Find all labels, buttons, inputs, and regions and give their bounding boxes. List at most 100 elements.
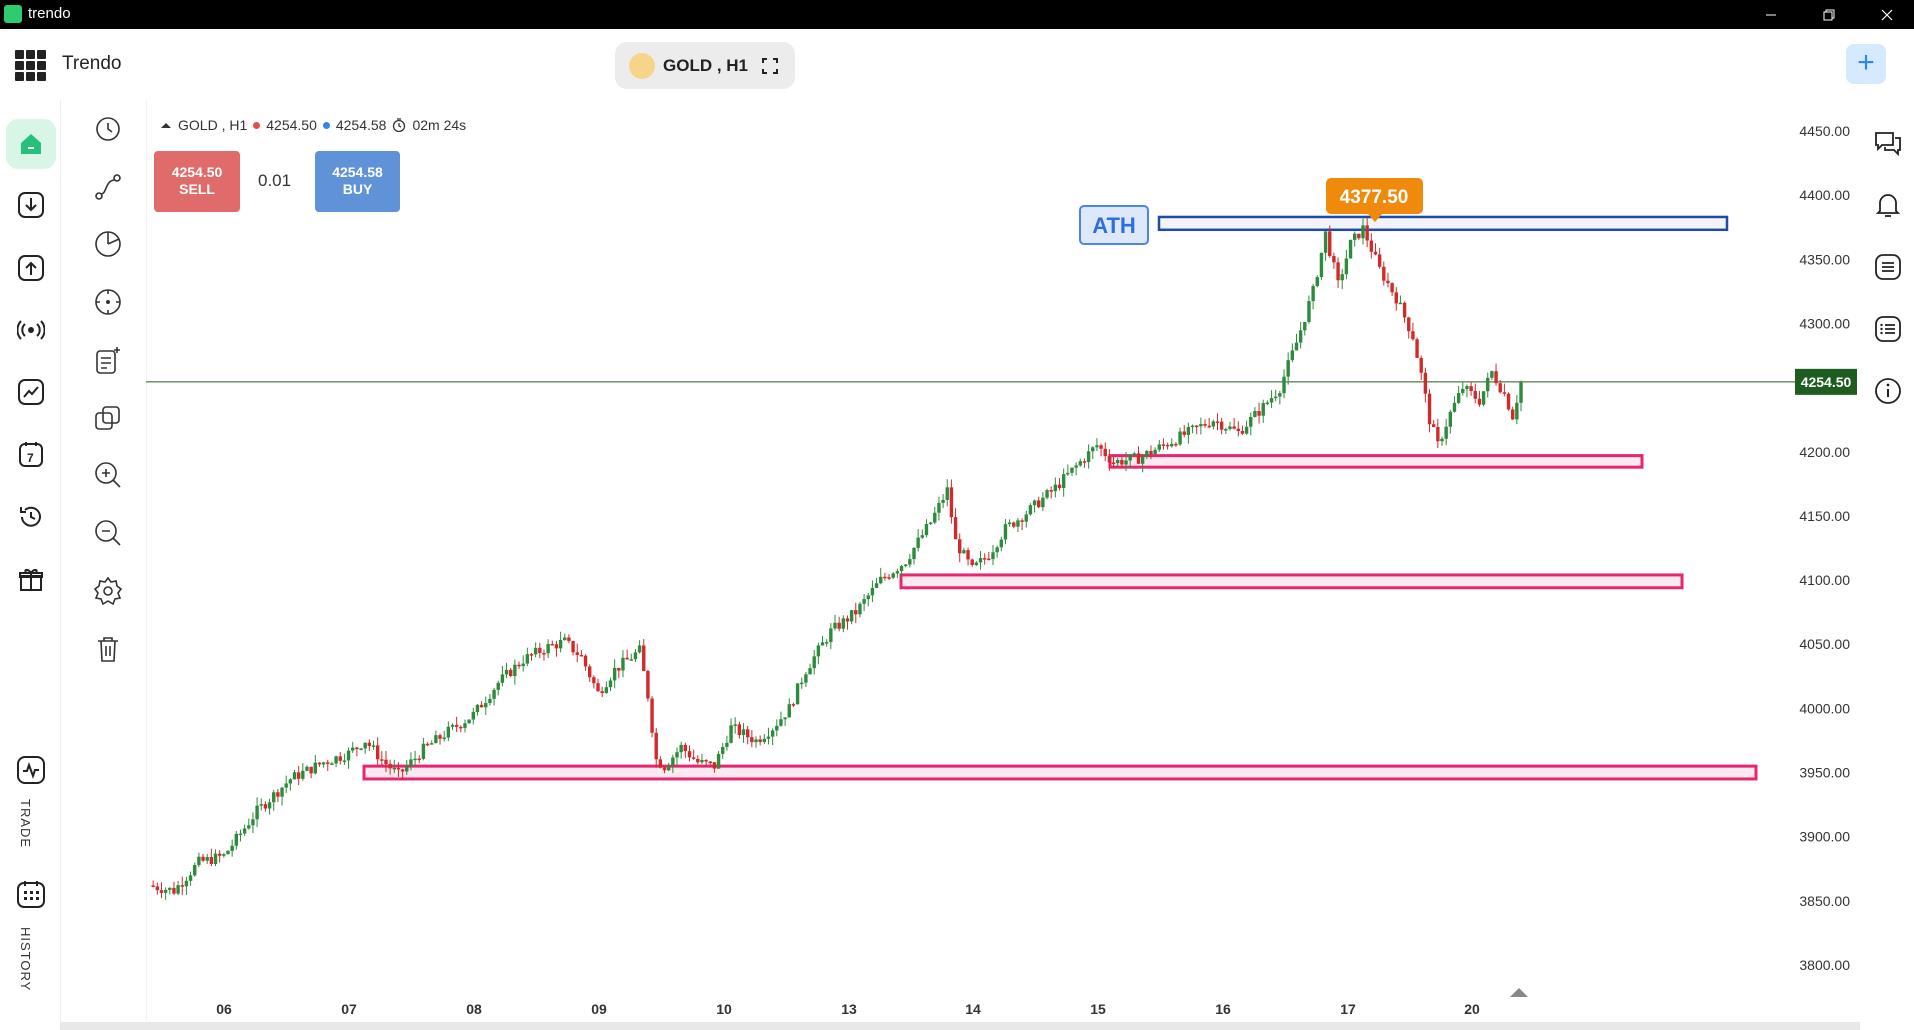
y-tick-label: 4350.00: [1799, 251, 1850, 267]
buy-button[interactable]: 4254.58 BUY: [315, 151, 400, 212]
candle-body: [1461, 388, 1465, 394]
candle-body: [525, 654, 530, 664]
restore-button[interactable]: [1806, 0, 1852, 29]
candle-body: [330, 763, 334, 765]
candle-body: [1377, 254, 1382, 267]
minimize-button[interactable]: [1748, 0, 1794, 29]
nav-chart[interactable]: [6, 367, 56, 417]
chat-button[interactable]: [1870, 125, 1906, 161]
candle-body: [1419, 357, 1423, 373]
add-button[interactable]: +: [1846, 44, 1886, 84]
candle-body: [255, 805, 259, 820]
tool-delete[interactable]: [90, 631, 126, 667]
candle-body: [467, 719, 471, 724]
candle-body: [633, 652, 638, 660]
info-button[interactable]: [1870, 373, 1906, 409]
nav-home[interactable]: [6, 119, 56, 169]
candle-body: [854, 610, 858, 615]
nav-trade[interactable]: [6, 745, 56, 795]
candle-body: [425, 743, 430, 746]
ath-label: ATH: [1092, 213, 1136, 238]
info-symbol: GOLD , H1: [178, 117, 248, 133]
candle-body: [1078, 461, 1082, 466]
peak-label: 4377.50: [1340, 187, 1409, 208]
candle-body: [1003, 524, 1008, 540]
y-tick-label: 3850.00: [1799, 893, 1850, 909]
candle-body: [1145, 450, 1149, 457]
candle-body: [1386, 280, 1390, 284]
chart-area[interactable]: 4450.004400.004350.004300.004250.004200.…: [145, 99, 1860, 1022]
candle-body: [558, 640, 563, 649]
x-tick-label: 14: [965, 1001, 981, 1017]
candle-body: [1319, 252, 1324, 278]
tool-fibonacci[interactable]: [90, 226, 126, 262]
candle-body: [338, 756, 342, 761]
nav-history-tab[interactable]: [6, 869, 56, 919]
tool-target[interactable]: [90, 284, 126, 320]
candle-body: [783, 717, 787, 720]
candle-body: [1298, 330, 1303, 343]
nav-rewards[interactable]: [6, 554, 56, 604]
nav-history[interactable]: [6, 492, 56, 542]
tool-settings[interactable]: [90, 573, 126, 609]
candle-body: [1199, 424, 1203, 427]
candle-body: [903, 564, 908, 567]
tool-layers[interactable]: [90, 400, 126, 436]
watchlist-button[interactable]: [1870, 311, 1906, 347]
candle-body: [737, 724, 742, 736]
candle-body: [849, 610, 854, 622]
apps-grid-icon[interactable]: [15, 50, 46, 81]
candle-body: [646, 671, 650, 699]
candle-body: [222, 854, 226, 856]
candle-body: [446, 726, 451, 738]
tool-trendline[interactable]: [90, 169, 126, 205]
candle-body: [1431, 424, 1436, 427]
svg-text:7: 7: [27, 451, 34, 465]
y-tick-label: 4200.00: [1799, 444, 1850, 460]
collapse-up-icon[interactable]: [160, 120, 172, 130]
tool-zoom-out[interactable]: [90, 515, 126, 551]
list-icon: [1875, 254, 1901, 280]
candle-body: [966, 550, 970, 560]
close-button[interactable]: [1864, 0, 1910, 29]
nav-withdraw[interactable]: [6, 243, 56, 293]
candle-body: [708, 761, 712, 764]
candle-body: [475, 704, 480, 713]
candle-body: [770, 730, 775, 737]
candle-body: [1473, 390, 1477, 399]
candle-body: [484, 703, 488, 708]
notifications-button[interactable]: [1870, 187, 1906, 223]
symbol-selector[interactable]: GOLD , H1: [615, 42, 795, 89]
candle-body: [238, 833, 243, 836]
candle-body: [1153, 449, 1157, 455]
candle-body: [1436, 426, 1440, 442]
info-bid: 4254.50: [266, 117, 317, 133]
orders-button[interactable]: [1870, 249, 1906, 285]
tool-add-note[interactable]: [90, 342, 126, 378]
nav-calendar[interactable]: 7: [6, 429, 56, 479]
tool-timeframe[interactable]: [90, 111, 126, 147]
candle-body: [1519, 382, 1523, 403]
close-icon: [1881, 9, 1893, 20]
nav-signals[interactable]: [6, 305, 56, 355]
candle-body: [1028, 505, 1033, 515]
candle-body: [750, 737, 754, 743]
nav-deposit[interactable]: [6, 180, 56, 230]
candle-body: [937, 502, 941, 513]
candle-body: [791, 704, 796, 706]
lot-size[interactable]: 0.01: [258, 171, 292, 190]
sell-button[interactable]: 4254.50 SELL: [154, 151, 240, 212]
candle-body: [808, 668, 812, 675]
chart-line-icon: [18, 379, 44, 405]
candle-body: [1082, 461, 1087, 463]
candle-body: [745, 729, 750, 738]
candle-body: [862, 599, 866, 604]
candle-body: [359, 748, 363, 750]
fullscreen-icon[interactable]: [762, 57, 779, 74]
horizontal-scrollbar[interactable]: [60, 1022, 1860, 1030]
candle-body: [824, 642, 829, 644]
tool-zoom-in[interactable]: [90, 457, 126, 493]
sell-price: 4254.50: [171, 164, 223, 180]
candle-body: [1423, 372, 1428, 394]
price-chart[interactable]: 4450.004400.004350.004300.004250.004200.…: [145, 99, 1860, 1022]
